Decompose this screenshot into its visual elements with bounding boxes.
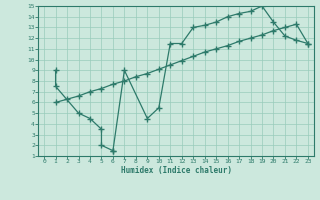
X-axis label: Humidex (Indice chaleur): Humidex (Indice chaleur) [121, 166, 231, 175]
